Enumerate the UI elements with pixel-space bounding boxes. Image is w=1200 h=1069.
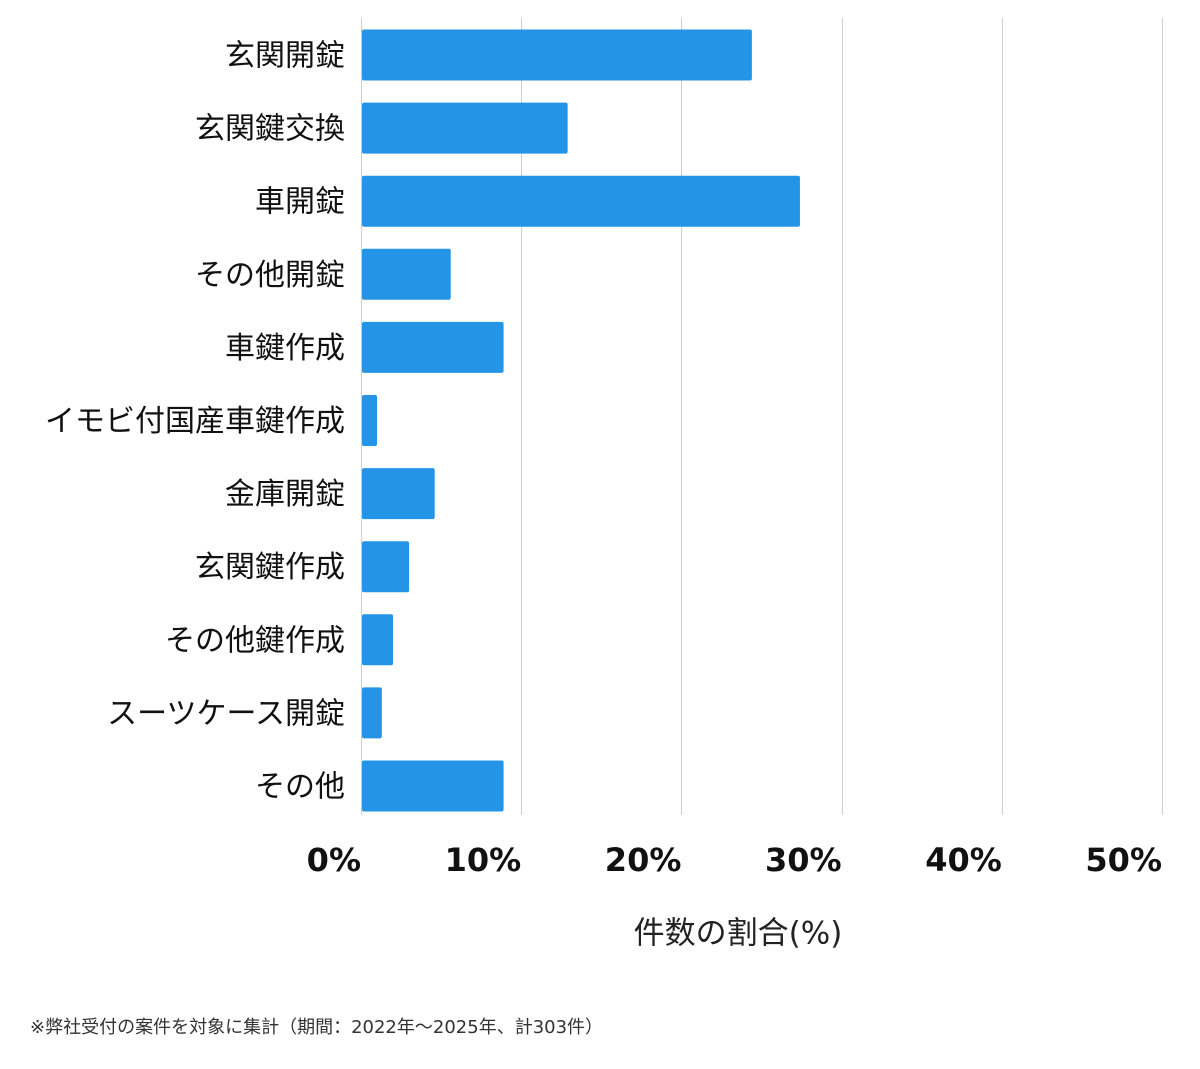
bar bbox=[362, 541, 410, 593]
category-label: スーツケース開錠 bbox=[107, 696, 345, 731]
x-axis-title: 件数の割合(%) bbox=[634, 916, 843, 952]
x-tick-labels: 0% 10% 20% 30% 40% 50% bbox=[307, 841, 1162, 879]
bar bbox=[362, 614, 394, 666]
x-tick-label: 40% bbox=[925, 841, 1002, 879]
bar bbox=[362, 248, 451, 300]
x-tick-label: 30% bbox=[765, 841, 842, 879]
category-label: その他鍵作成 bbox=[165, 623, 345, 658]
bar bbox=[362, 395, 378, 446]
category-label: その他開錠 bbox=[195, 258, 345, 293]
footnote: ※弊社受付の案件を対象に集計（期間：2022年〜2025年、計303件） bbox=[30, 1017, 603, 1038]
category-label: その他 bbox=[255, 770, 345, 805]
bar bbox=[362, 102, 568, 154]
category-label: 玄関鍵作成 bbox=[195, 550, 345, 585]
category-label: 車開錠 bbox=[255, 185, 345, 220]
category-label: イモビ付国産車鍵作成 bbox=[45, 404, 345, 439]
category-label: 金庫開錠 bbox=[225, 477, 345, 512]
category-labels: 玄関開錠玄関鍵交換車開錠その他開錠車鍵作成イモビ付国産車鍵作成金庫開錠玄関鍵作成… bbox=[45, 39, 345, 805]
category-label: 玄関鍵交換 bbox=[195, 112, 345, 147]
bar bbox=[362, 321, 504, 373]
bars-group bbox=[362, 29, 800, 812]
x-tick-label: 10% bbox=[445, 841, 522, 879]
bar bbox=[362, 760, 504, 812]
x-tick-label: 20% bbox=[605, 841, 682, 879]
category-label: 車鍵作成 bbox=[225, 331, 345, 366]
bar bbox=[362, 175, 800, 227]
category-label: 玄関開錠 bbox=[225, 39, 345, 74]
x-tick-label: 0% bbox=[307, 841, 361, 879]
bar bbox=[362, 687, 382, 739]
bar bbox=[362, 468, 435, 520]
bar bbox=[362, 29, 752, 81]
x-tick-label: 50% bbox=[1085, 841, 1162, 879]
